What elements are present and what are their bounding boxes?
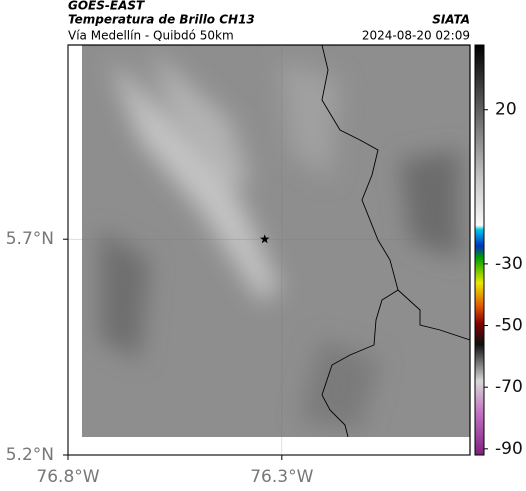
y-tick-label: 5.7°N (6, 229, 54, 249)
subtitle: Temperatura de Brillo CH13 (68, 13, 255, 27)
colorbar-label: -70 (495, 377, 523, 397)
satellite-image (82, 45, 470, 437)
x-tick-label: 76.3°W (250, 467, 313, 487)
source: SIATA (432, 13, 470, 27)
colorbar-label: -50 (495, 316, 523, 336)
colorbar-label: -30 (495, 254, 523, 274)
colorbar (474, 44, 485, 456)
colorbar-label: 20 (495, 100, 517, 120)
x-tick-label: 76.8°W (36, 467, 99, 487)
station-marker (259, 234, 270, 244)
location: Vía Medellín - Quibdó 50km (68, 29, 234, 43)
colorbar-label: -90 (495, 439, 523, 459)
datetime: 2024-08-20 02:09 (362, 29, 470, 43)
y-tick-label: 5.2°N (6, 445, 54, 465)
title: GOES-EAST (68, 0, 145, 13)
